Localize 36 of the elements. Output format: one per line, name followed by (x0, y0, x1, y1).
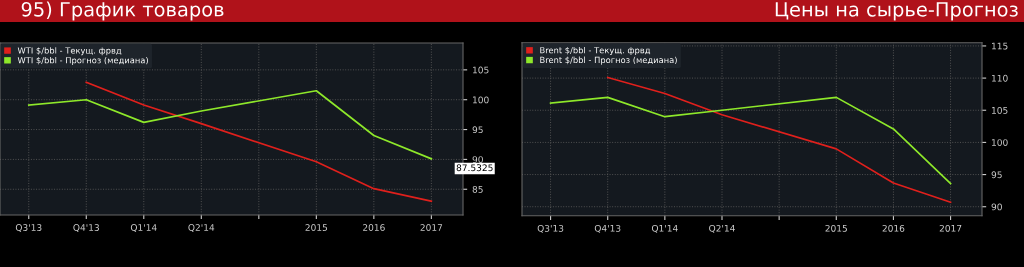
y-tick-label: 100 (992, 139, 1008, 146)
x-tick-label: 2017 (939, 224, 962, 232)
x-tick-label: Q3'13 (15, 224, 42, 232)
x-tick-label: 2015 (305, 224, 328, 231)
x-tick-label: Q4'13 (594, 224, 621, 233)
line-series (606, 76, 952, 204)
x-tick-label: Q2'14 (709, 224, 735, 233)
x-tick-label: Q2'14 (188, 224, 215, 232)
y-tick-label: 105 (473, 66, 489, 74)
x-tick-label: 2016 (363, 224, 385, 231)
x-tick-label: Q1'14 (130, 224, 157, 232)
y-tick-label: 110 (992, 74, 1008, 82)
y-tick-label: 85 (472, 185, 483, 193)
chart-title: 95) График товаров (21, 1, 224, 21)
x-tick-label: 2016 (882, 224, 905, 232)
line-series (27, 89, 433, 160)
x-tick-label: 2017 (420, 224, 443, 231)
y-tick-label: 90 (991, 203, 1002, 211)
legend-label: Brent $/bbl - Прогноз (медиана) (540, 56, 677, 65)
y-tick-label: 95 (991, 171, 1002, 179)
y-tick-label: 100 (473, 96, 489, 104)
y-tick-label: 90 (472, 156, 483, 163)
y-tick-label: 95 (472, 126, 483, 134)
legend-label: WTI $/bbl - Прогноз (медиана) (17, 56, 148, 65)
legend-label: WTI $/bbl - Текущ. фрвд (17, 47, 122, 56)
x-tick-label: 2015 (825, 224, 847, 232)
x-tick-label: Q1'14 (651, 224, 678, 233)
annotation: 87.5325 (456, 164, 493, 172)
x-tick-label: Q3'13 (537, 224, 564, 233)
line-series (549, 96, 952, 185)
y-tick-label: 105 (992, 106, 1008, 114)
legend-label: Brent $/bbl - Текущ. фрвд (540, 46, 651, 55)
y-tick-label: 115 (992, 42, 1008, 50)
line-series (85, 81, 433, 203)
x-tick-label: Q4'13 (73, 224, 99, 232)
chart-title: Цены на сырье-Прогноз (775, 2, 1018, 21)
